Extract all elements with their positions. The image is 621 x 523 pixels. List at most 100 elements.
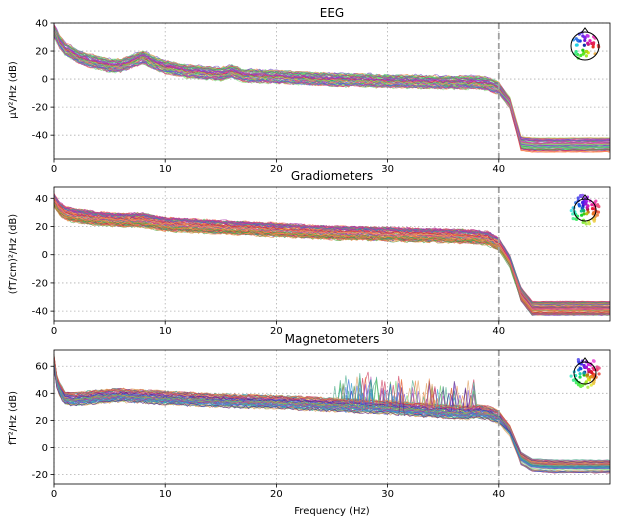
psd-trace: [54, 37, 610, 145]
y-tick-label: -20: [32, 278, 48, 289]
psd-trace: [54, 363, 610, 465]
x-tick-label: 20: [270, 326, 283, 337]
psd-trace: [54, 362, 610, 468]
head-outline: [570, 31, 600, 61]
head-nose: [581, 194, 589, 200]
sensor-dot: [580, 213, 584, 217]
psd-trace: [54, 33, 610, 145]
sensor-dot: [582, 208, 586, 213]
y-tick-label: 40: [35, 389, 48, 400]
psd-trace: [54, 30, 610, 149]
y-tick-label: -20: [32, 470, 48, 481]
psd-trace: [54, 194, 610, 305]
x-axis-label: Frequency (Hz): [294, 506, 370, 517]
psd-trace: [54, 31, 610, 146]
psd-trace: [54, 363, 610, 468]
y-axis-label: µV²/Hz (dB): [8, 61, 19, 119]
psd-trace: [54, 360, 610, 464]
psd-trace: [54, 357, 610, 472]
sensor-dot: [592, 359, 596, 363]
sensor-dot: [574, 217, 579, 222]
y-tick-label: -20: [32, 103, 48, 114]
sensor-dot: [577, 204, 582, 208]
psd-trace: [54, 33, 610, 146]
sensor-topomap-legend: [570, 27, 601, 61]
psd-trace: [54, 29, 610, 148]
sensor-dot: [597, 372, 601, 376]
y-tick-label: -40: [32, 131, 48, 142]
sensor-dot: [586, 41, 590, 45]
psd-trace: [54, 30, 610, 153]
x-tick-label: 30: [381, 489, 394, 500]
psd-trace: [54, 25, 610, 151]
y-tick-label: -40: [32, 307, 48, 318]
psd-trace: [54, 359, 610, 465]
psd-trace: [54, 193, 610, 307]
sensor-dot: [579, 53, 583, 58]
sensor-dot: [571, 212, 575, 216]
psd-trace: [54, 358, 610, 468]
sensor-dot: [582, 35, 586, 39]
psd-trace: [54, 359, 610, 471]
sensor-dot: [578, 375, 582, 379]
psd-trace: [54, 33, 610, 142]
sensor-dot: [584, 380, 588, 384]
y-axis-label: (fT/cm)²/Hz (dB): [8, 214, 19, 294]
sensor-dot: [591, 212, 595, 216]
axes-frame: [53, 349, 611, 485]
psd-trace: [54, 357, 610, 468]
panel-magnetometers: Magnetometers fT²/Hz (dB) Frequency (Hz)…: [8, 332, 611, 517]
sensor-dot: [585, 49, 589, 54]
sensor-dot: [580, 206, 584, 210]
x-tick-label: 10: [159, 489, 172, 500]
psd-trace: [54, 362, 610, 462]
psd-traces: [54, 192, 610, 316]
psd-traces: [54, 23, 610, 153]
y-tick-label: 20: [35, 47, 48, 58]
sensor-dot: [582, 212, 586, 216]
x-tick-label: 0: [51, 326, 57, 337]
psd-trace: [54, 363, 610, 470]
psd-trace: [54, 196, 610, 308]
sensor-dot: [581, 48, 585, 52]
head-outline: [573, 198, 597, 222]
psd-trace: [54, 364, 610, 469]
panel-title: Gradiometers: [291, 169, 373, 183]
psd-trace: [54, 27, 610, 148]
psd-trace: [54, 359, 610, 465]
panel-eeg: EEG µV²/Hz (dB) 0 10 20 30 40 -40 -20 0 20 40: [8, 6, 611, 175]
sensor-dot: [576, 358, 580, 362]
psd-trace: [54, 193, 610, 304]
sensor-dot: [574, 49, 578, 54]
panel-title: EEG: [320, 6, 344, 20]
psd-trace: [54, 363, 610, 469]
y-tick-label: 20: [35, 222, 48, 233]
sensor-dot: [586, 385, 590, 389]
sensor-dot: [584, 365, 588, 369]
sensor-dot: [581, 52, 585, 56]
sensor-dot: [578, 372, 582, 376]
psd-trace: [54, 360, 610, 468]
psd-trace: [54, 31, 610, 149]
psd-trace: [54, 29, 610, 144]
psd-trace: [54, 364, 610, 467]
psd-trace: [54, 356, 610, 468]
psd-trace: [54, 195, 610, 306]
sensor-dot: [579, 209, 583, 213]
sensor-dot: [591, 42, 595, 47]
psd-trace: [54, 31, 610, 151]
psd-trace: [54, 31, 610, 148]
x-tick-label: 20: [270, 164, 283, 175]
sensor-dot: [584, 222, 588, 226]
psd-trace: [54, 34, 610, 148]
x-tick-label: 10: [159, 326, 172, 337]
psd-trace: [54, 356, 610, 472]
sensor-dot: [578, 366, 582, 370]
x-tick-label: 20: [270, 489, 283, 500]
sensor-dot: [582, 43, 586, 47]
psd-trace: [54, 361, 610, 468]
x-tick-label: 30: [381, 326, 394, 337]
sensor-dot: [590, 370, 594, 375]
psd-trace: [54, 363, 610, 468]
